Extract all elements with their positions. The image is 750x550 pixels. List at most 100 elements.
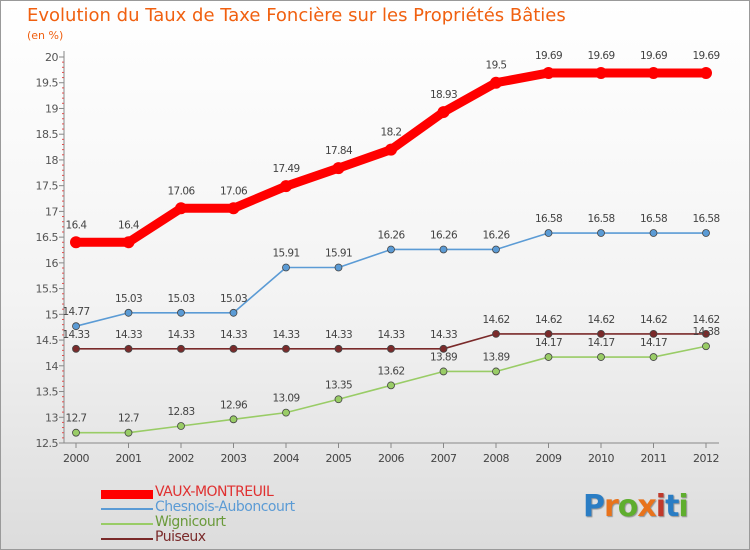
data-label: 14.33 <box>272 329 299 341</box>
x-tick-label: 2004 <box>273 452 299 465</box>
y-tick-label: 17 <box>45 205 58 218</box>
data-label: 14.33 <box>377 329 404 341</box>
legend-label: Chesnois-Auboncourt <box>155 499 295 515</box>
x-tick-label: 2011 <box>641 452 667 465</box>
y-tick-label: 16.5 <box>36 231 59 244</box>
y-tick-label: 15.5 <box>36 283 59 296</box>
y-tick-label: 14 <box>45 360 58 373</box>
data-point <box>649 229 658 237</box>
data-point <box>595 66 607 79</box>
data-point <box>439 367 448 376</box>
proxiti-logo: Proxiti <box>583 489 689 524</box>
data-label: 13.62 <box>377 365 404 377</box>
x-tick-label: 2001 <box>116 452 142 465</box>
logo-letter: o <box>617 489 639 524</box>
data-label: 14.62 <box>587 314 614 326</box>
x-tick-label: 2007 <box>431 452 457 465</box>
data-label: 19.5 <box>486 60 507 72</box>
data-point <box>227 202 240 215</box>
y-tick-label: 12.5 <box>36 437 59 450</box>
data-label: 14.33 <box>115 329 142 341</box>
data-label: 19.69 <box>640 50 667 62</box>
x-tick-label: 2006 <box>378 452 404 465</box>
data-point <box>597 229 605 237</box>
data-label: 17.49 <box>272 163 299 175</box>
x-tick-label: 2000 <box>63 452 89 465</box>
data-point <box>70 236 82 249</box>
data-label: 14.62 <box>640 314 667 326</box>
chart-subtitle: (en %) <box>27 29 64 42</box>
x-tick-label: 2008 <box>483 452 509 465</box>
data-point <box>649 353 658 361</box>
data-label: 15.91 <box>272 247 299 259</box>
data-point <box>439 245 448 254</box>
data-label: 14.62 <box>482 314 509 326</box>
legend-swatch <box>101 508 153 510</box>
data-point <box>72 322 80 331</box>
data-label: 16.26 <box>430 229 458 241</box>
data-point <box>334 263 343 272</box>
data-point <box>72 428 80 437</box>
data-label: 15.03 <box>115 293 142 305</box>
legend-label: Puiseux <box>155 529 206 545</box>
data-label: 17.06 <box>167 185 195 197</box>
data-label: 14.33 <box>220 329 247 341</box>
data-label: 14.17 <box>640 337 667 349</box>
data-point <box>649 329 658 338</box>
data-label: 12.7 <box>118 413 139 425</box>
logo-letter: x <box>637 489 656 524</box>
data-point <box>647 66 660 79</box>
data-point <box>124 308 133 317</box>
x-tick-label: 2012 <box>693 452 719 465</box>
y-tick-label: 19 <box>45 102 58 115</box>
data-point <box>282 408 290 417</box>
data-label: 18.2 <box>381 127 402 139</box>
y-tick-label: 15 <box>45 308 58 321</box>
data-point <box>544 329 553 338</box>
line-chart: 12.5 13 13.5 14 14.5 15 15.5 16 16.5 17 17.5 18 18.5… <box>36 50 721 465</box>
data-point <box>387 245 395 254</box>
data-point <box>492 245 500 254</box>
chart-title: Evolution du Taux de Taxe Foncière sur l… <box>27 5 566 26</box>
data-point <box>334 344 343 353</box>
data-point <box>177 344 185 353</box>
data-label: 17.06 <box>220 185 248 197</box>
data-label: 14.17 <box>535 337 562 349</box>
data-point <box>387 344 395 353</box>
data-point <box>437 106 450 119</box>
logo-letter: i <box>655 489 666 524</box>
data-point <box>229 415 238 424</box>
data-label: 16.58 <box>640 213 667 225</box>
data-point <box>282 344 290 353</box>
data-point <box>280 180 292 193</box>
data-point <box>700 66 712 79</box>
data-point <box>439 344 448 353</box>
data-label: 19.69 <box>535 50 562 62</box>
data-label: 12.83 <box>167 406 194 418</box>
series-line <box>75 345 707 434</box>
data-label: 17.84 <box>325 145 353 157</box>
y-tick-label: 17.5 <box>36 180 59 193</box>
legend-label: Wignicourt <box>155 514 226 530</box>
data-label: 15.91 <box>325 247 352 259</box>
y-tick-label: 14.5 <box>36 334 59 347</box>
data-label: 16.4 <box>66 219 88 231</box>
data-label: 14.62 <box>692 314 719 326</box>
data-label: 15.03 <box>220 293 247 305</box>
data-label: 19.69 <box>587 50 614 62</box>
data-point <box>122 236 135 249</box>
data-label: 16.26 <box>482 229 510 241</box>
x-tick-label: 2002 <box>168 452 194 465</box>
data-label: 14.77 <box>62 306 89 318</box>
y-tick-label: 18 <box>45 154 58 167</box>
data-point <box>229 344 238 353</box>
data-point <box>544 229 553 237</box>
data-label: 12.96 <box>220 399 248 411</box>
y-tick-label: 19.5 <box>36 77 59 90</box>
data-point <box>702 329 710 338</box>
data-point <box>385 143 397 156</box>
x-tick-label: 2003 <box>221 452 247 465</box>
data-label: 18.93 <box>430 89 457 101</box>
data-point <box>702 342 710 351</box>
